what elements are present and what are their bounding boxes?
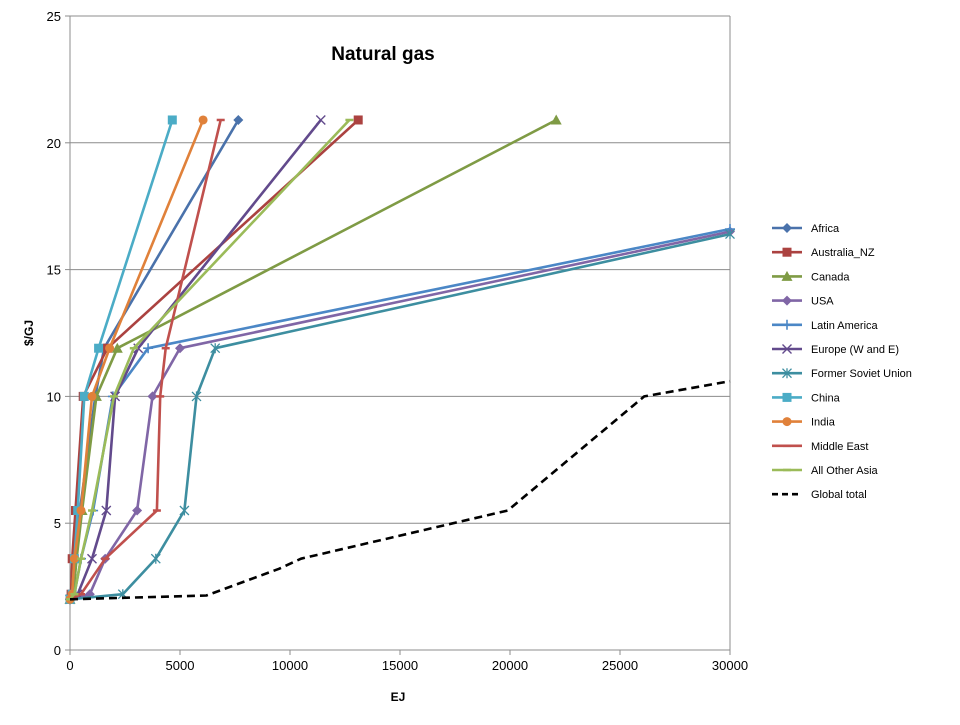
series-former-soviet-union bbox=[65, 229, 735, 605]
legend: Africa Australia_NZ Canada USA Latin America… bbox=[772, 223, 912, 501]
x-tick-label: 0 bbox=[66, 658, 73, 673]
legend-item: Former Soviet Union bbox=[772, 368, 912, 380]
series-line bbox=[69, 379, 731, 601]
chart-title: Natural gas bbox=[331, 44, 434, 65]
data-point bbox=[175, 343, 185, 354]
data-point bbox=[79, 391, 89, 401]
x-axis-label: EJ bbox=[391, 690, 406, 704]
data-point bbox=[94, 343, 104, 353]
data-point bbox=[198, 115, 208, 125]
legend-label: Australia_NZ bbox=[811, 247, 875, 259]
legend-item: Middle East bbox=[772, 441, 868, 453]
legend-item: Global total bbox=[772, 489, 867, 501]
data-point bbox=[132, 505, 143, 516]
legend-label: Global total bbox=[811, 489, 867, 501]
legend-label: Europe (W and E) bbox=[811, 344, 899, 356]
x-tick-label: 5000 bbox=[166, 658, 195, 673]
series-global-total bbox=[69, 379, 731, 601]
legend-item: China bbox=[772, 392, 841, 404]
legend-item: Australia_NZ bbox=[772, 247, 875, 259]
x-tick-label: 15000 bbox=[382, 658, 418, 673]
data-point bbox=[725, 229, 735, 240]
y-axis-label: $/GJ bbox=[22, 320, 36, 346]
legend-label: Former Soviet Union bbox=[811, 368, 912, 380]
legend-label: All Other Asia bbox=[811, 465, 879, 477]
legend-label: Africa bbox=[811, 223, 840, 235]
legend-marker bbox=[782, 247, 792, 257]
data-point bbox=[69, 554, 79, 564]
legend-marker bbox=[782, 392, 792, 402]
legend-item: Africa bbox=[772, 223, 840, 235]
legend-item: All Other Asia bbox=[772, 465, 879, 477]
legend-label: India bbox=[811, 417, 836, 429]
data-point bbox=[87, 391, 97, 401]
legend-item: India bbox=[772, 417, 836, 429]
y-tick-label: 5 bbox=[54, 516, 61, 531]
legend-marker bbox=[782, 344, 792, 354]
legend-label: USA bbox=[811, 296, 834, 308]
data-point bbox=[87, 553, 97, 564]
data-point bbox=[315, 114, 326, 125]
series-lines bbox=[64, 114, 735, 605]
legend-label: Latin America bbox=[811, 320, 879, 332]
legend-label: China bbox=[811, 392, 841, 404]
x-tick-label: 30000 bbox=[712, 658, 748, 673]
y-tick-label: 25 bbox=[47, 9, 61, 24]
legend-label: Middle East bbox=[811, 441, 868, 453]
y-tick-label: 10 bbox=[47, 389, 61, 404]
data-point bbox=[191, 391, 202, 402]
legend-label: Canada bbox=[811, 271, 850, 283]
data-point bbox=[76, 506, 86, 516]
data-point bbox=[143, 343, 154, 354]
data-point bbox=[233, 114, 244, 125]
legend-marker bbox=[782, 417, 792, 427]
y-tick-label: 15 bbox=[47, 263, 61, 278]
legend-item: Latin America bbox=[772, 320, 879, 332]
legend-item: Canada bbox=[772, 270, 850, 283]
gridlines bbox=[70, 15, 730, 524]
data-point bbox=[179, 505, 190, 516]
data-point bbox=[105, 343, 115, 353]
axes: 0 5 10 15 20 25 0 5000 10000 15000 20000 25000 30000 bbox=[47, 9, 749, 673]
x-tick-label: 20000 bbox=[492, 658, 528, 673]
y-tick-label: 0 bbox=[54, 643, 61, 658]
legend-item: USA bbox=[772, 295, 834, 308]
legend-marker bbox=[782, 368, 792, 379]
legend-item: Europe (W and E) bbox=[772, 344, 899, 356]
y-tick-label: 20 bbox=[47, 136, 61, 151]
legend-marker bbox=[782, 295, 792, 306]
data-point bbox=[101, 505, 112, 516]
legend-marker bbox=[782, 223, 792, 233]
data-point bbox=[353, 115, 363, 125]
x-tick-label: 10000 bbox=[272, 658, 308, 673]
data-point bbox=[147, 391, 158, 402]
data-point bbox=[167, 115, 177, 125]
legend-marker bbox=[781, 270, 793, 281]
x-tick-label: 25000 bbox=[602, 658, 638, 673]
data-point bbox=[550, 114, 562, 125]
data-point bbox=[111, 342, 123, 353]
data-point bbox=[150, 553, 161, 564]
data-point bbox=[210, 343, 221, 354]
legend-marker bbox=[782, 319, 792, 330]
